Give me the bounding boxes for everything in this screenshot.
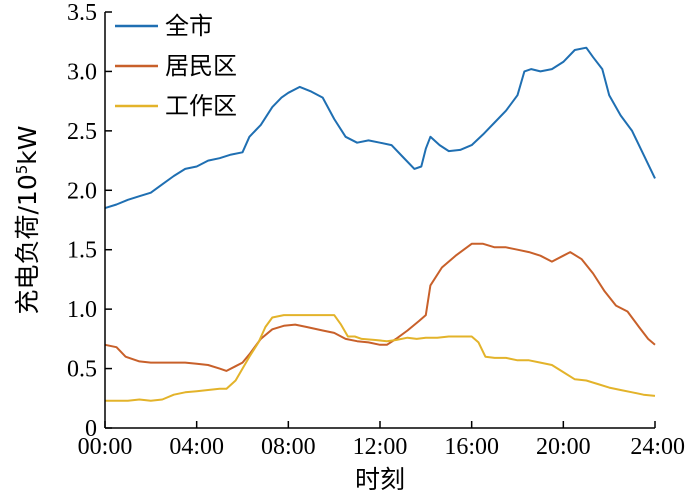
y-tick-label: 0.5	[67, 357, 97, 383]
legend-label-workplace: 工作区	[165, 92, 237, 120]
y-axis-title-unit: kW	[13, 126, 42, 165]
legend-item-residential: 居民区	[115, 52, 237, 80]
y-axis-title-main: 充电负荷/10	[13, 174, 42, 314]
y-axis-ticks: 0 0.5 1.0 1.5 2.0 2.5 3.0 3.5	[67, 0, 112, 442]
y-tick-label: 3.5	[67, 0, 97, 26]
series-line-residential	[104, 242, 656, 372]
series-line-workplace	[105, 314, 656, 402]
x-axis-title: 时刻	[355, 465, 405, 494]
x-tick-label: 00:00	[78, 434, 133, 460]
y-tick-label: 1.0	[67, 297, 97, 323]
series-line-citywide	[104, 46, 656, 210]
legend-item-citywide: 全市	[115, 12, 213, 40]
x-tick-label: 04:00	[169, 434, 224, 460]
legend-label-residential: 居民区	[165, 52, 237, 80]
legend-label-citywide: 全市	[165, 12, 213, 40]
legend-item-workplace: 工作区	[115, 92, 237, 120]
x-axis-ticks: 00:00 04:00 08:00 12:00 16:00 20:00 24:00	[78, 421, 685, 460]
x-tick-label: 16:00	[444, 434, 499, 460]
x-tick-label: 20:00	[536, 434, 591, 460]
x-tick-label: 08:00	[261, 434, 316, 460]
y-axis-title: 充电负荷/105kW	[13, 126, 42, 315]
legend: 全市 居民区 工作区	[115, 12, 237, 120]
x-tick-label: 12:00	[353, 434, 408, 460]
series-group	[104, 46, 656, 402]
y-tick-label: 3.0	[67, 59, 97, 85]
y-tick-label: 0	[85, 416, 97, 442]
y-tick-label: 2.5	[67, 119, 97, 145]
y-axis-title-exponent: 5	[13, 165, 31, 175]
y-tick-label: 2.0	[67, 178, 97, 204]
y-tick-label: 1.5	[67, 238, 97, 264]
x-tick-label: 24:00	[630, 434, 685, 460]
